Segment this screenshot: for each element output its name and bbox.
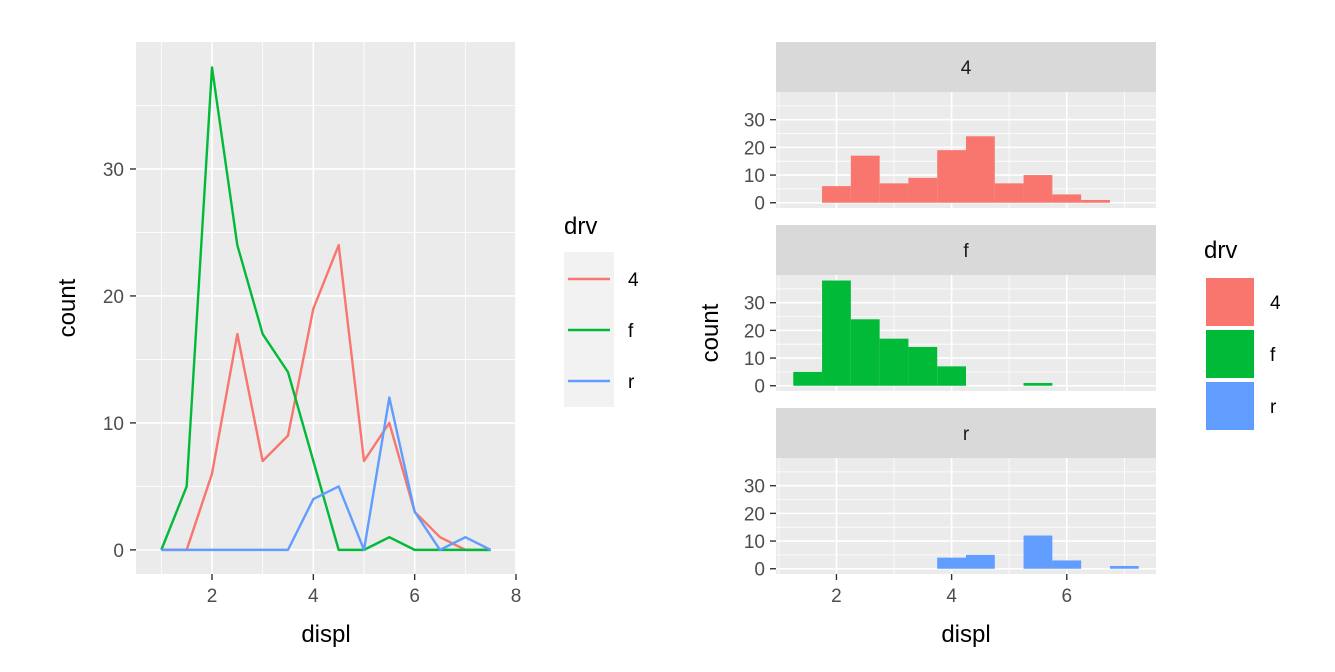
histogram-bar-f bbox=[937, 366, 966, 386]
left-x-tick-label: 6 bbox=[409, 586, 420, 607]
right-x-tick-label: 6 bbox=[1061, 586, 1072, 607]
right-facet-panels: 4 0 10 20 30 f 0 10 20 30 r 0 10 20 30 bbox=[744, 42, 1156, 581]
histogram-bar-r bbox=[1023, 535, 1053, 569]
histogram-bar-f bbox=[793, 371, 823, 386]
facet-strip-4 bbox=[776, 42, 1156, 92]
left-x-tick-label: 8 bbox=[511, 586, 522, 607]
facet-strip-f bbox=[776, 225, 1156, 275]
right-y-axis-title: count bbox=[697, 303, 724, 362]
histogram-bar-4 bbox=[966, 136, 995, 203]
legend-fill-label-r: r bbox=[1270, 397, 1277, 418]
histogram-bar-4 bbox=[822, 186, 851, 203]
left-panel-background bbox=[136, 42, 516, 574]
legend-fill-label-f: f bbox=[1270, 345, 1276, 366]
facet-panel-r: r 0 10 20 30 bbox=[744, 408, 1156, 581]
right-x-tick-label: 4 bbox=[946, 586, 957, 607]
legend-fill-key-f bbox=[1206, 330, 1254, 378]
facet-y-tick-label: 0 bbox=[754, 377, 765, 398]
histogram-bar-r bbox=[1109, 565, 1139, 569]
legend-label-r: r bbox=[628, 372, 635, 393]
legend-label-f: f bbox=[628, 321, 634, 342]
left-y-tick-label: 10 bbox=[103, 414, 124, 435]
histogram-bar-4 bbox=[1052, 194, 1082, 203]
left-legend: drv 4 f r bbox=[564, 213, 639, 407]
right-legend-title: drv bbox=[1204, 237, 1237, 264]
histogram-bar-r bbox=[966, 554, 995, 569]
histogram-bar-f bbox=[879, 338, 909, 386]
facet-y-tick-label: 20 bbox=[744, 504, 765, 525]
left-legend-title: drv bbox=[564, 213, 597, 240]
facet-panel-f: f 0 10 20 30 bbox=[744, 225, 1156, 398]
facet-y-tick-label: 10 bbox=[744, 349, 765, 370]
left-x-axis-title: displ bbox=[301, 621, 350, 648]
legend-label-4: 4 bbox=[628, 270, 639, 291]
facet-strip-label-r: r bbox=[963, 424, 970, 445]
legend-fill-key-4 bbox=[1206, 278, 1254, 326]
histogram-bar-4 bbox=[937, 150, 966, 203]
facet-y-tick-label: 10 bbox=[744, 532, 765, 553]
facet-y-tick-label: 20 bbox=[744, 321, 765, 342]
line-series-f bbox=[160, 66, 491, 552]
facet-y-tick-label: 30 bbox=[744, 111, 765, 132]
facet-strip-label-4: 4 bbox=[961, 58, 972, 79]
histogram-bar-4 bbox=[994, 183, 1024, 203]
facet-y-tick-label: 20 bbox=[744, 138, 765, 159]
facet-y-tick-label: 10 bbox=[744, 166, 765, 187]
facet-y-tick-label: 0 bbox=[754, 194, 765, 215]
line-series-4 bbox=[161, 243, 491, 552]
facet-y-tick-label: 30 bbox=[744, 294, 765, 315]
line-series-r bbox=[161, 396, 492, 552]
legend-fill-label-4: 4 bbox=[1270, 293, 1281, 314]
left-y-axis-title: count bbox=[54, 278, 81, 337]
histogram-bar-f bbox=[908, 346, 938, 386]
left-x-tick-label: 2 bbox=[207, 586, 218, 607]
right-legend: drv 4 f r bbox=[1204, 237, 1281, 430]
facet-panel-4: 4 0 10 20 30 bbox=[744, 42, 1156, 215]
histogram-bar-r bbox=[1052, 560, 1082, 569]
left-x-tick-label: 4 bbox=[308, 586, 319, 607]
histogram-bar-4 bbox=[850, 155, 880, 203]
histogram-bar-4 bbox=[1023, 175, 1053, 203]
histogram-bar-f bbox=[822, 280, 851, 386]
legend-fill-key-r bbox=[1206, 382, 1254, 430]
left-y-tick-label: 20 bbox=[103, 287, 124, 308]
faceted-histogram-chart: 4 0 10 20 30 f 0 10 20 30 r 0 10 20 30 2 4 6 displ count… bbox=[697, 42, 1281, 648]
right-x-axis-title: displ bbox=[941, 621, 990, 648]
left-series-lines bbox=[160, 66, 492, 552]
histogram-bar-f bbox=[1023, 382, 1053, 386]
left-y-tick-label: 30 bbox=[103, 160, 124, 181]
right-x-axis-ticks: 2 4 6 bbox=[831, 574, 1072, 607]
histogram-bar-4 bbox=[879, 183, 909, 203]
histogram-bar-f bbox=[850, 319, 880, 386]
right-x-tick-label: 2 bbox=[831, 586, 842, 607]
histogram-bar-4 bbox=[908, 177, 938, 203]
histogram-bar-4 bbox=[1081, 199, 1110, 203]
facet-strip-r bbox=[776, 408, 1156, 458]
facet-y-tick-label: 30 bbox=[744, 477, 765, 498]
left-axis-ticks: 2 4 6 8 0 10 20 30 bbox=[103, 160, 521, 607]
facet-y-tick-label: 0 bbox=[754, 560, 765, 581]
left-y-tick-label: 0 bbox=[113, 541, 124, 562]
histogram-bar-r bbox=[937, 557, 966, 569]
frequency-polygon-chart: 2 4 6 8 0 10 20 30 displ count drv 4 f r bbox=[54, 42, 639, 648]
facet-strip-label-f: f bbox=[963, 241, 969, 262]
